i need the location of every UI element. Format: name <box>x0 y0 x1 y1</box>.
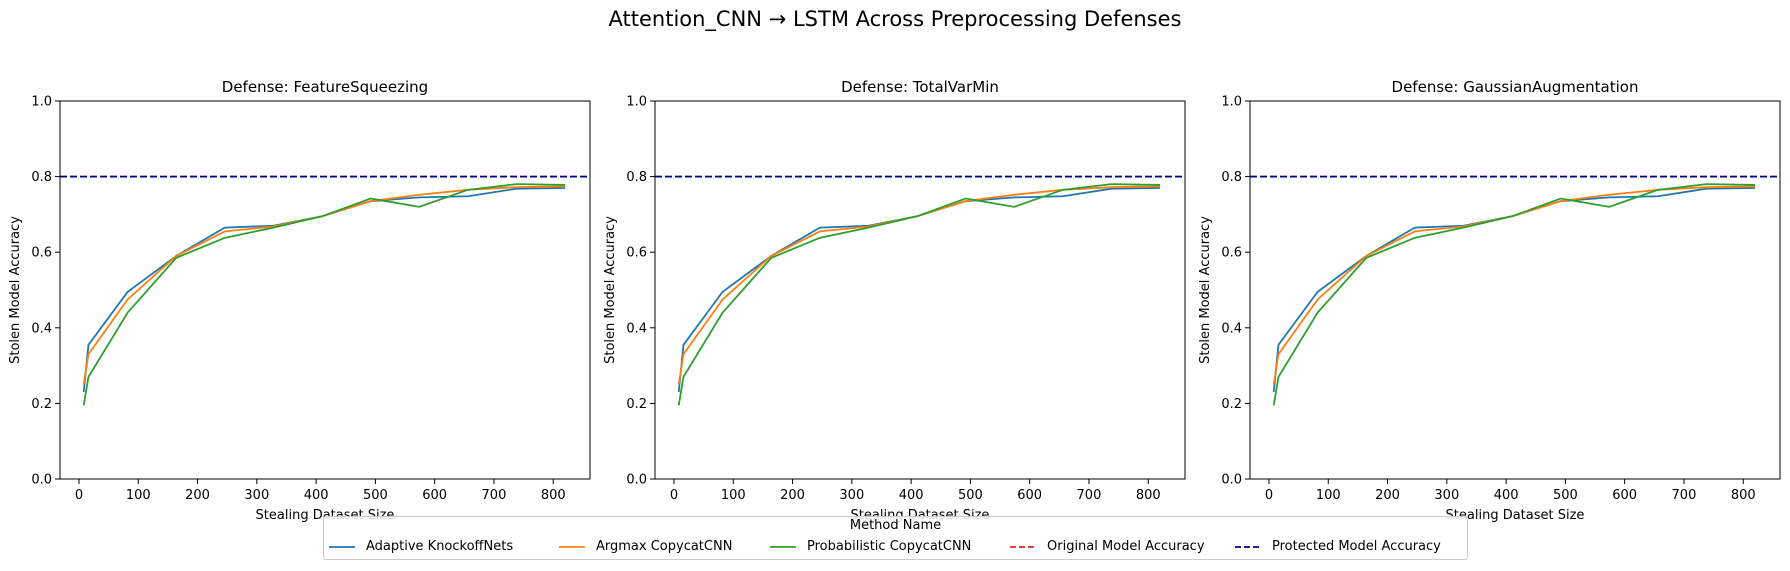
legend-label: Original Model Accuracy <box>1047 539 1205 554</box>
x-tick-label: 800 <box>1731 488 1756 503</box>
y-tick-label: 0.4 <box>626 321 647 336</box>
y-tick-label: 0.4 <box>1221 321 1242 336</box>
y-axis-label: Stolen Model Accuracy <box>8 216 23 364</box>
x-tick-label: 500 <box>363 488 388 503</box>
y-tick-label: 1.0 <box>626 95 647 110</box>
x-tick-label: 700 <box>482 488 507 503</box>
x-tick-label: 0 <box>75 488 83 503</box>
y-tick-label: 0.0 <box>31 473 52 488</box>
x-tick-label: 700 <box>1077 488 1102 503</box>
x-tick-label: 600 <box>1612 488 1637 503</box>
x-tick-label: 400 <box>899 488 924 503</box>
x-tick-label: 500 <box>1553 488 1578 503</box>
y-tick-label: 0.0 <box>1221 473 1242 488</box>
x-tick-label: 600 <box>1017 488 1042 503</box>
y-tick-label: 0.6 <box>626 246 647 261</box>
series-line-probabilistic-copycatcnn <box>1272 183 1756 406</box>
x-tick-label: 100 <box>126 488 151 503</box>
series-line-adaptive-knockoffnets <box>677 187 1161 393</box>
legend-swatch <box>1235 545 1261 548</box>
x-tick-label: 300 <box>1434 488 1459 503</box>
series-line-probabilistic-copycatcnn <box>82 183 566 406</box>
y-tick-label: 0.2 <box>31 397 52 412</box>
x-tick-label: 600 <box>422 488 447 503</box>
y-tick-label: 0.8 <box>31 170 52 185</box>
axes-frame <box>1249 100 1781 480</box>
x-tick-label: 0 <box>670 488 678 503</box>
legend-swatch <box>329 545 355 548</box>
x-tick-label: 100 <box>721 488 746 503</box>
y-tick-label: 0.2 <box>626 397 647 412</box>
legend-label: Protected Model Accuracy <box>1272 539 1441 554</box>
legend-swatch <box>770 545 796 548</box>
legend-item-original-model-accuracy: Original Model Accuracy <box>1009 539 1234 554</box>
subplot-title: Defense: GaussianAugmentation <box>1392 78 1639 96</box>
legend-item-probabilistic-copycatcnn: Probabilistic CopycatCNN <box>769 539 1009 554</box>
legend-item-argmax-copycatcnn: Argmax CopycatCNN <box>558 539 769 554</box>
legend-label: Adaptive KnockoffNets <box>366 539 514 554</box>
y-tick-label: 0.6 <box>31 246 52 261</box>
axes-frame <box>59 100 591 480</box>
legend-label: Argmax CopycatCNN <box>596 539 733 554</box>
x-tick-label: 400 <box>304 488 329 503</box>
legend-title: Method Name <box>849 518 942 533</box>
legend-swatch <box>1010 545 1036 548</box>
x-tick-label: 300 <box>244 488 269 503</box>
legend: Method Name Adaptive KnockoffNets Argmax … <box>323 516 1468 560</box>
series-line-probabilistic-copycatcnn <box>677 183 1161 406</box>
legend-item-protected-model-accuracy: Protected Model Accuracy <box>1234 539 1464 554</box>
y-tick-label: 1.0 <box>31 95 52 110</box>
subplot-title: Defense: FeatureSqueezing <box>222 78 428 96</box>
subplot-title: Defense: TotalVarMin <box>841 78 999 96</box>
legend-swatch <box>559 545 585 548</box>
x-tick-label: 0 <box>1265 488 1273 503</box>
y-tick-label: 0.0 <box>626 473 647 488</box>
subplot-2: Defense: TotalVarMin 0 100 200 300 400 500 600 7… <box>603 78 1186 523</box>
x-tick-label: 300 <box>839 488 864 503</box>
x-tick-label: 200 <box>185 488 210 503</box>
y-tick-label: 0.2 <box>1221 397 1242 412</box>
y-tick-label: 0.6 <box>1221 246 1242 261</box>
series-line-adaptive-knockoffnets <box>1272 187 1756 393</box>
x-tick-label: 800 <box>541 488 566 503</box>
subplot-3: Defense: GaussianAugmentation 0 100 200 300 4… <box>1198 78 1781 523</box>
legend-label: Probabilistic CopycatCNN <box>807 539 972 554</box>
x-tick-label: 200 <box>780 488 805 503</box>
axes-frame <box>654 100 1186 480</box>
figure-title: Attention_CNN → LSTM Across Preprocessin… <box>609 7 1182 32</box>
x-axis-label: Stealing Dataset Size <box>1446 508 1585 523</box>
y-tick-label: 1.0 <box>1221 95 1242 110</box>
x-tick-label: 500 <box>958 488 983 503</box>
y-tick-label: 0.4 <box>31 321 52 336</box>
y-tick-label: 0.8 <box>626 170 647 185</box>
x-tick-label: 800 <box>1136 488 1161 503</box>
y-axis-label: Stolen Model Accuracy <box>603 216 618 364</box>
y-axis-label: Stolen Model Accuracy <box>1198 216 1213 364</box>
y-tick-label: 0.8 <box>1221 170 1242 185</box>
x-tick-label: 700 <box>1672 488 1697 503</box>
legend-item-adaptive-knockoffnets: Adaptive KnockoffNets <box>328 539 558 554</box>
x-tick-label: 100 <box>1316 488 1341 503</box>
x-tick-label: 200 <box>1375 488 1400 503</box>
x-tick-label: 400 <box>1494 488 1519 503</box>
subplot-1: Defense: FeatureSqueezing 0 100 200 300 400 50… <box>8 78 591 523</box>
series-line-adaptive-knockoffnets <box>82 187 566 393</box>
